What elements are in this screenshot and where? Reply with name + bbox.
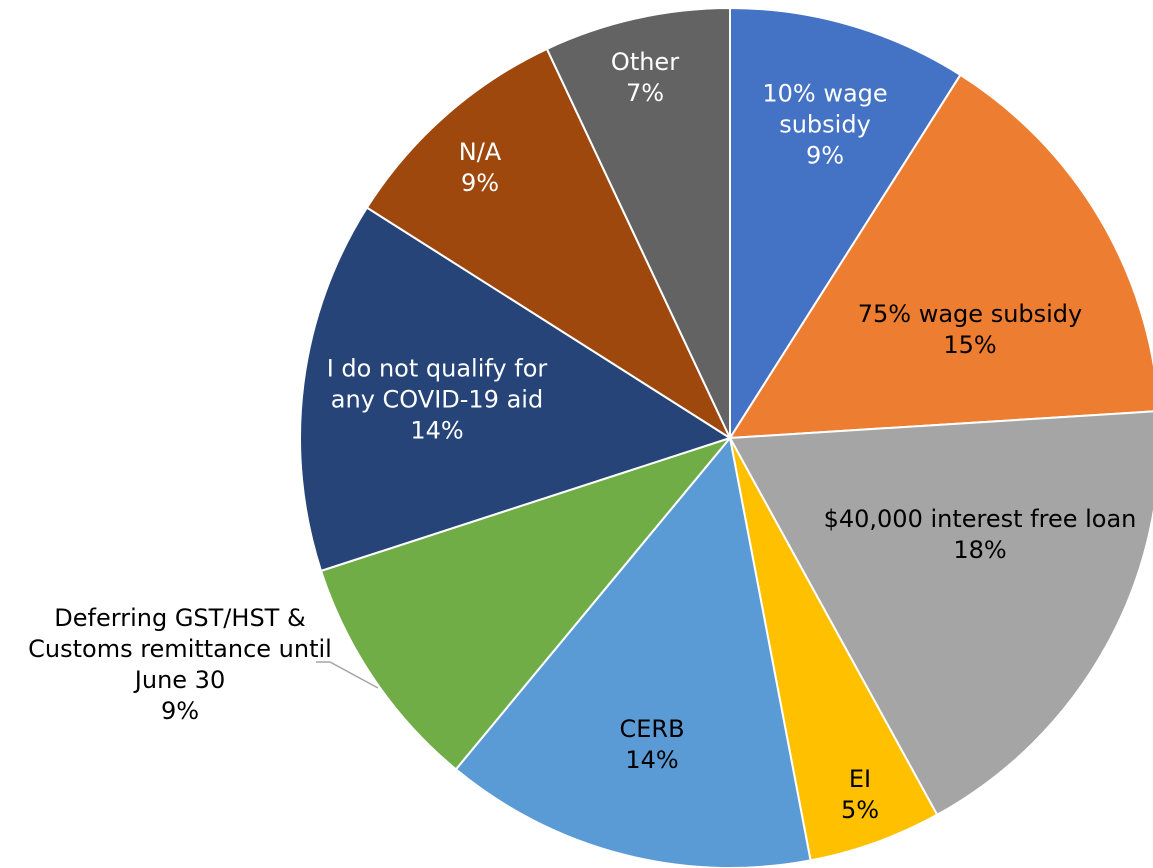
value-label: 5%: [840, 796, 880, 824]
category-label: I do not qualify for any COVID-19 aid: [326, 354, 548, 414]
slice: [454, 435, 812, 868]
value-label: 15%: [943, 331, 997, 359]
value-label: 9%: [160, 697, 200, 725]
value-label: 18%: [953, 536, 1007, 564]
slice: [319, 435, 733, 771]
value-label: 9%: [805, 141, 845, 170]
value-label: 9%: [460, 169, 500, 197]
slice-label: I do not qualify for any COVID-19 aid 14%: [307, 354, 567, 447]
slice: [729, 6, 962, 442]
slice-label: N/A 9%: [430, 137, 530, 199]
category-label: Other: [610, 48, 680, 76]
slice-label: 75% wage subsidy 15%: [815, 299, 1125, 361]
slice-label: EI 5%: [825, 764, 895, 826]
slice: [728, 73, 1153, 440]
slice-label: Deferring GST/HST & Customs remittance u…: [15, 603, 345, 727]
slice: [545, 6, 731, 439]
category-label: 10% wage subsidy: [762, 79, 888, 139]
slice-label: Other 7%: [595, 47, 695, 109]
category-label: Deferring GST/HST & Customs remittance u…: [28, 604, 332, 694]
value-label: 14%: [410, 416, 464, 445]
value-label: 14%: [625, 746, 679, 774]
slice: [299, 206, 733, 573]
category-label: $40,000 interest free loan: [823, 505, 1137, 533]
slice-label: CERB 14%: [592, 714, 712, 776]
category-label: CERB: [619, 715, 685, 743]
slice-label: $40,000 interest free loan 18%: [805, 504, 1153, 566]
slice: [728, 410, 1153, 817]
slice-label: 10% wage subsidy 9%: [735, 79, 915, 172]
category-label: EI: [848, 765, 872, 793]
leader-line: [316, 661, 379, 689]
slices: [299, 6, 1153, 868]
slice: [365, 47, 733, 441]
category-label: 75% wage subsidy: [857, 300, 1083, 328]
value-label: 7%: [625, 79, 665, 107]
category-label: N/A: [458, 138, 502, 166]
